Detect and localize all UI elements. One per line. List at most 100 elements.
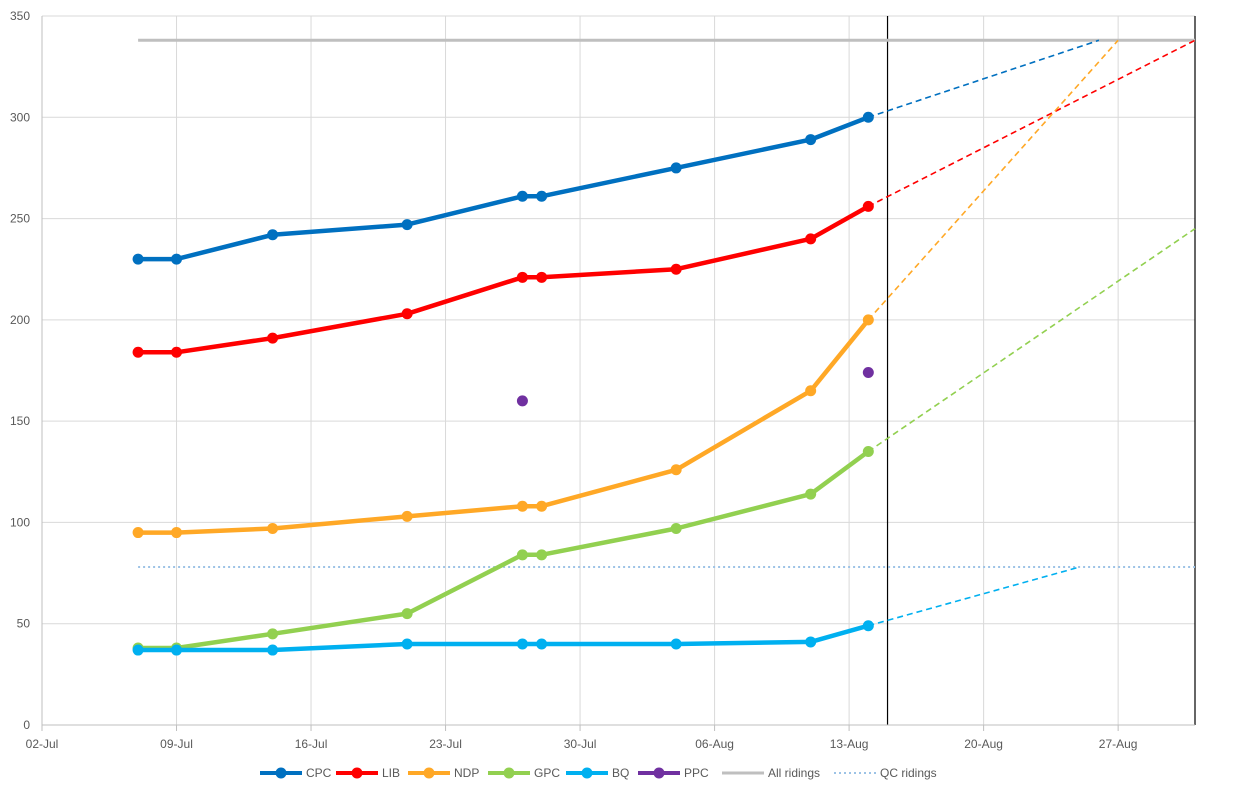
x-tick-label: 16-Jul — [295, 737, 328, 751]
data-point-lib — [401, 308, 413, 320]
x-tick-label: 13-Aug — [830, 737, 869, 751]
data-point-lib — [267, 332, 279, 344]
axis-layer: 0 50 100 150 200 250 300 350 02-Jul 09-Jul 16-Jul 2… — [10, 9, 1195, 751]
data-point-cpc — [805, 134, 817, 146]
data-point-cpc — [670, 162, 682, 174]
series-line-ndp — [135, 317, 871, 535]
legend-label: LIB — [382, 766, 400, 780]
y-tick-label: 200 — [10, 313, 30, 327]
data-point-ndp — [401, 510, 413, 522]
legend-label: GPC — [534, 766, 560, 780]
data-point-ndp — [805, 385, 817, 397]
y-tick-label: 250 — [10, 212, 30, 226]
legend-marker — [653, 767, 665, 779]
data-point-lib — [171, 346, 183, 358]
data-point-cpc — [267, 229, 279, 241]
legend-item-cpc: CPC — [260, 766, 332, 780]
legend-label: BQ — [612, 766, 629, 780]
data-point-lib — [516, 271, 528, 283]
legend-marker — [581, 767, 593, 779]
data-point-bq — [132, 644, 144, 656]
legend-item-ppc: PPC — [638, 766, 709, 780]
data-point-gpc — [670, 523, 682, 535]
data-point-ndp — [670, 464, 682, 476]
data-point-bq — [401, 638, 413, 650]
data-point-ppc — [516, 395, 528, 407]
data-point-ndp — [171, 527, 183, 539]
series-layer — [132, 111, 874, 656]
x-tick-label: 20-Aug — [964, 737, 1003, 751]
projection-line-ndp — [867, 39, 1119, 321]
data-point-gpc — [805, 488, 817, 500]
series-line-cpc — [135, 115, 871, 262]
data-point-cpc — [171, 253, 183, 265]
x-tick-label: 23-Jul — [429, 737, 462, 751]
projection-line-gpc — [867, 228, 1196, 453]
data-point-ndp — [862, 314, 874, 326]
grid-layer — [42, 15, 1195, 725]
y-tick-label: 150 — [10, 414, 30, 428]
data-point-gpc — [536, 549, 548, 561]
projection-line-lib — [867, 39, 1196, 208]
data-point-gpc — [516, 549, 528, 561]
data-point-ndp — [267, 523, 279, 535]
y-tick-label: 100 — [10, 515, 30, 529]
data-point-lib — [670, 263, 682, 275]
data-point-ndp — [536, 500, 548, 512]
data-point-gpc — [267, 628, 279, 640]
data-point-cpc — [536, 190, 548, 202]
data-point-ndp — [132, 527, 144, 539]
x-tick-label: 27-Aug — [1099, 737, 1138, 751]
data-point-gpc — [862, 446, 874, 458]
legend-label: CPC — [306, 766, 332, 780]
data-point-gpc — [401, 608, 413, 620]
y-tick-label: 50 — [17, 617, 31, 631]
data-point-bq — [805, 636, 817, 648]
data-point-bq — [267, 644, 279, 656]
data-point-bq — [516, 638, 528, 650]
x-tick-label: 02-Jul — [26, 737, 59, 751]
projection-line-cpc — [868, 39, 1100, 119]
data-point-bq — [171, 644, 183, 656]
legend-item-lib: LIB — [336, 766, 400, 780]
projection-line-bq — [868, 566, 1080, 627]
legend-item-bq: BQ — [566, 766, 629, 780]
reference-lines-layer — [138, 16, 1196, 725]
legend-item-all-ridings: All ridings — [722, 766, 820, 780]
legend-label: NDP — [454, 766, 479, 780]
legend-label: QC ridings — [880, 766, 937, 780]
data-point-cpc — [862, 111, 874, 123]
data-point-ndp — [516, 500, 528, 512]
data-point-lib — [862, 200, 874, 212]
x-tick-label: 09-Jul — [160, 737, 193, 751]
data-point-ppc — [862, 367, 874, 379]
data-point-bq — [862, 620, 874, 632]
legend-marker — [503, 767, 515, 779]
legend-item-ndp: NDP — [408, 766, 479, 780]
legend-label: PPC — [684, 766, 709, 780]
x-tick-label: 06-Aug — [695, 737, 734, 751]
data-point-bq — [536, 638, 548, 650]
series-line-gpc — [135, 449, 871, 651]
legend-marker — [351, 767, 363, 779]
y-tick-label: 300 — [10, 110, 30, 124]
x-tick-label: 30-Jul — [564, 737, 597, 751]
data-point-bq — [670, 638, 682, 650]
legend-marker — [275, 767, 287, 779]
data-point-cpc — [132, 253, 144, 265]
legend: CPC LIB NDP GPC BQ PPC All ridings QC ridings — [260, 766, 937, 780]
legend-item-gpc: GPC — [488, 766, 560, 780]
y-tick-label: 0 — [23, 718, 30, 732]
data-point-cpc — [516, 190, 528, 202]
legend-marker — [423, 767, 435, 779]
y-tick-label: 350 — [10, 9, 30, 23]
data-point-lib — [805, 233, 817, 245]
data-point-lib — [536, 271, 548, 283]
data-point-lib — [132, 346, 144, 358]
series-line-lib — [135, 204, 871, 355]
legend-item-qc-ridings: QC ridings — [834, 766, 937, 780]
projection-layer — [867, 39, 1196, 627]
legend-label: All ridings — [768, 766, 820, 780]
